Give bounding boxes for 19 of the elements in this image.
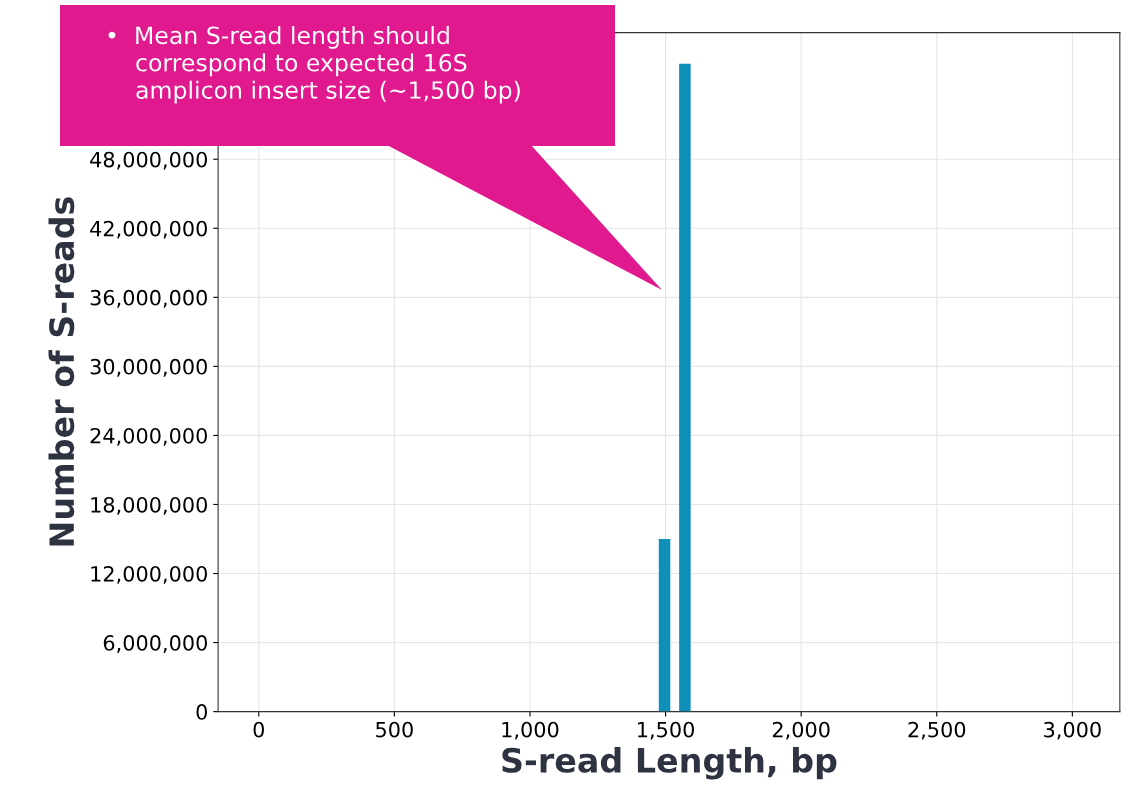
- y-tick-label: 24,000,000: [90, 427, 207, 446]
- y-tick-label: 42,000,000: [90, 220, 207, 239]
- x-tick-label: 0: [253, 721, 265, 738]
- y-tick-label: 18,000,000: [91, 496, 207, 515]
- y-tick-label: 6,000,000: [103, 635, 207, 653]
- x-axis-title: S-read Length, bp: [502, 747, 837, 780]
- y-axis-title: Number of S-reads: [48, 197, 75, 546]
- annotation: • Mean S-read length should correspond to expected 16S amplicon insert size (~1,500 bp): [108, 26, 520, 104]
- y-tick-label: 0: [196, 704, 207, 720]
- y-tick-label: 36,000,000: [90, 289, 207, 308]
- x-tick-label: 500: [376, 721, 413, 738]
- y-tick-label: 30,000,000: [90, 358, 207, 377]
- x-tick-label: 2,500: [908, 721, 966, 740]
- y-tick-label: 48,000,000: [90, 151, 207, 170]
- x-tick-label: 2,000: [772, 721, 830, 740]
- x-tick-label: 1,000: [502, 721, 559, 740]
- x-tick-label: 3,000: [1044, 721, 1101, 740]
- x-tick-label: 1,500: [638, 721, 695, 740]
- y-tick-label: 12,000,000: [91, 565, 207, 584]
